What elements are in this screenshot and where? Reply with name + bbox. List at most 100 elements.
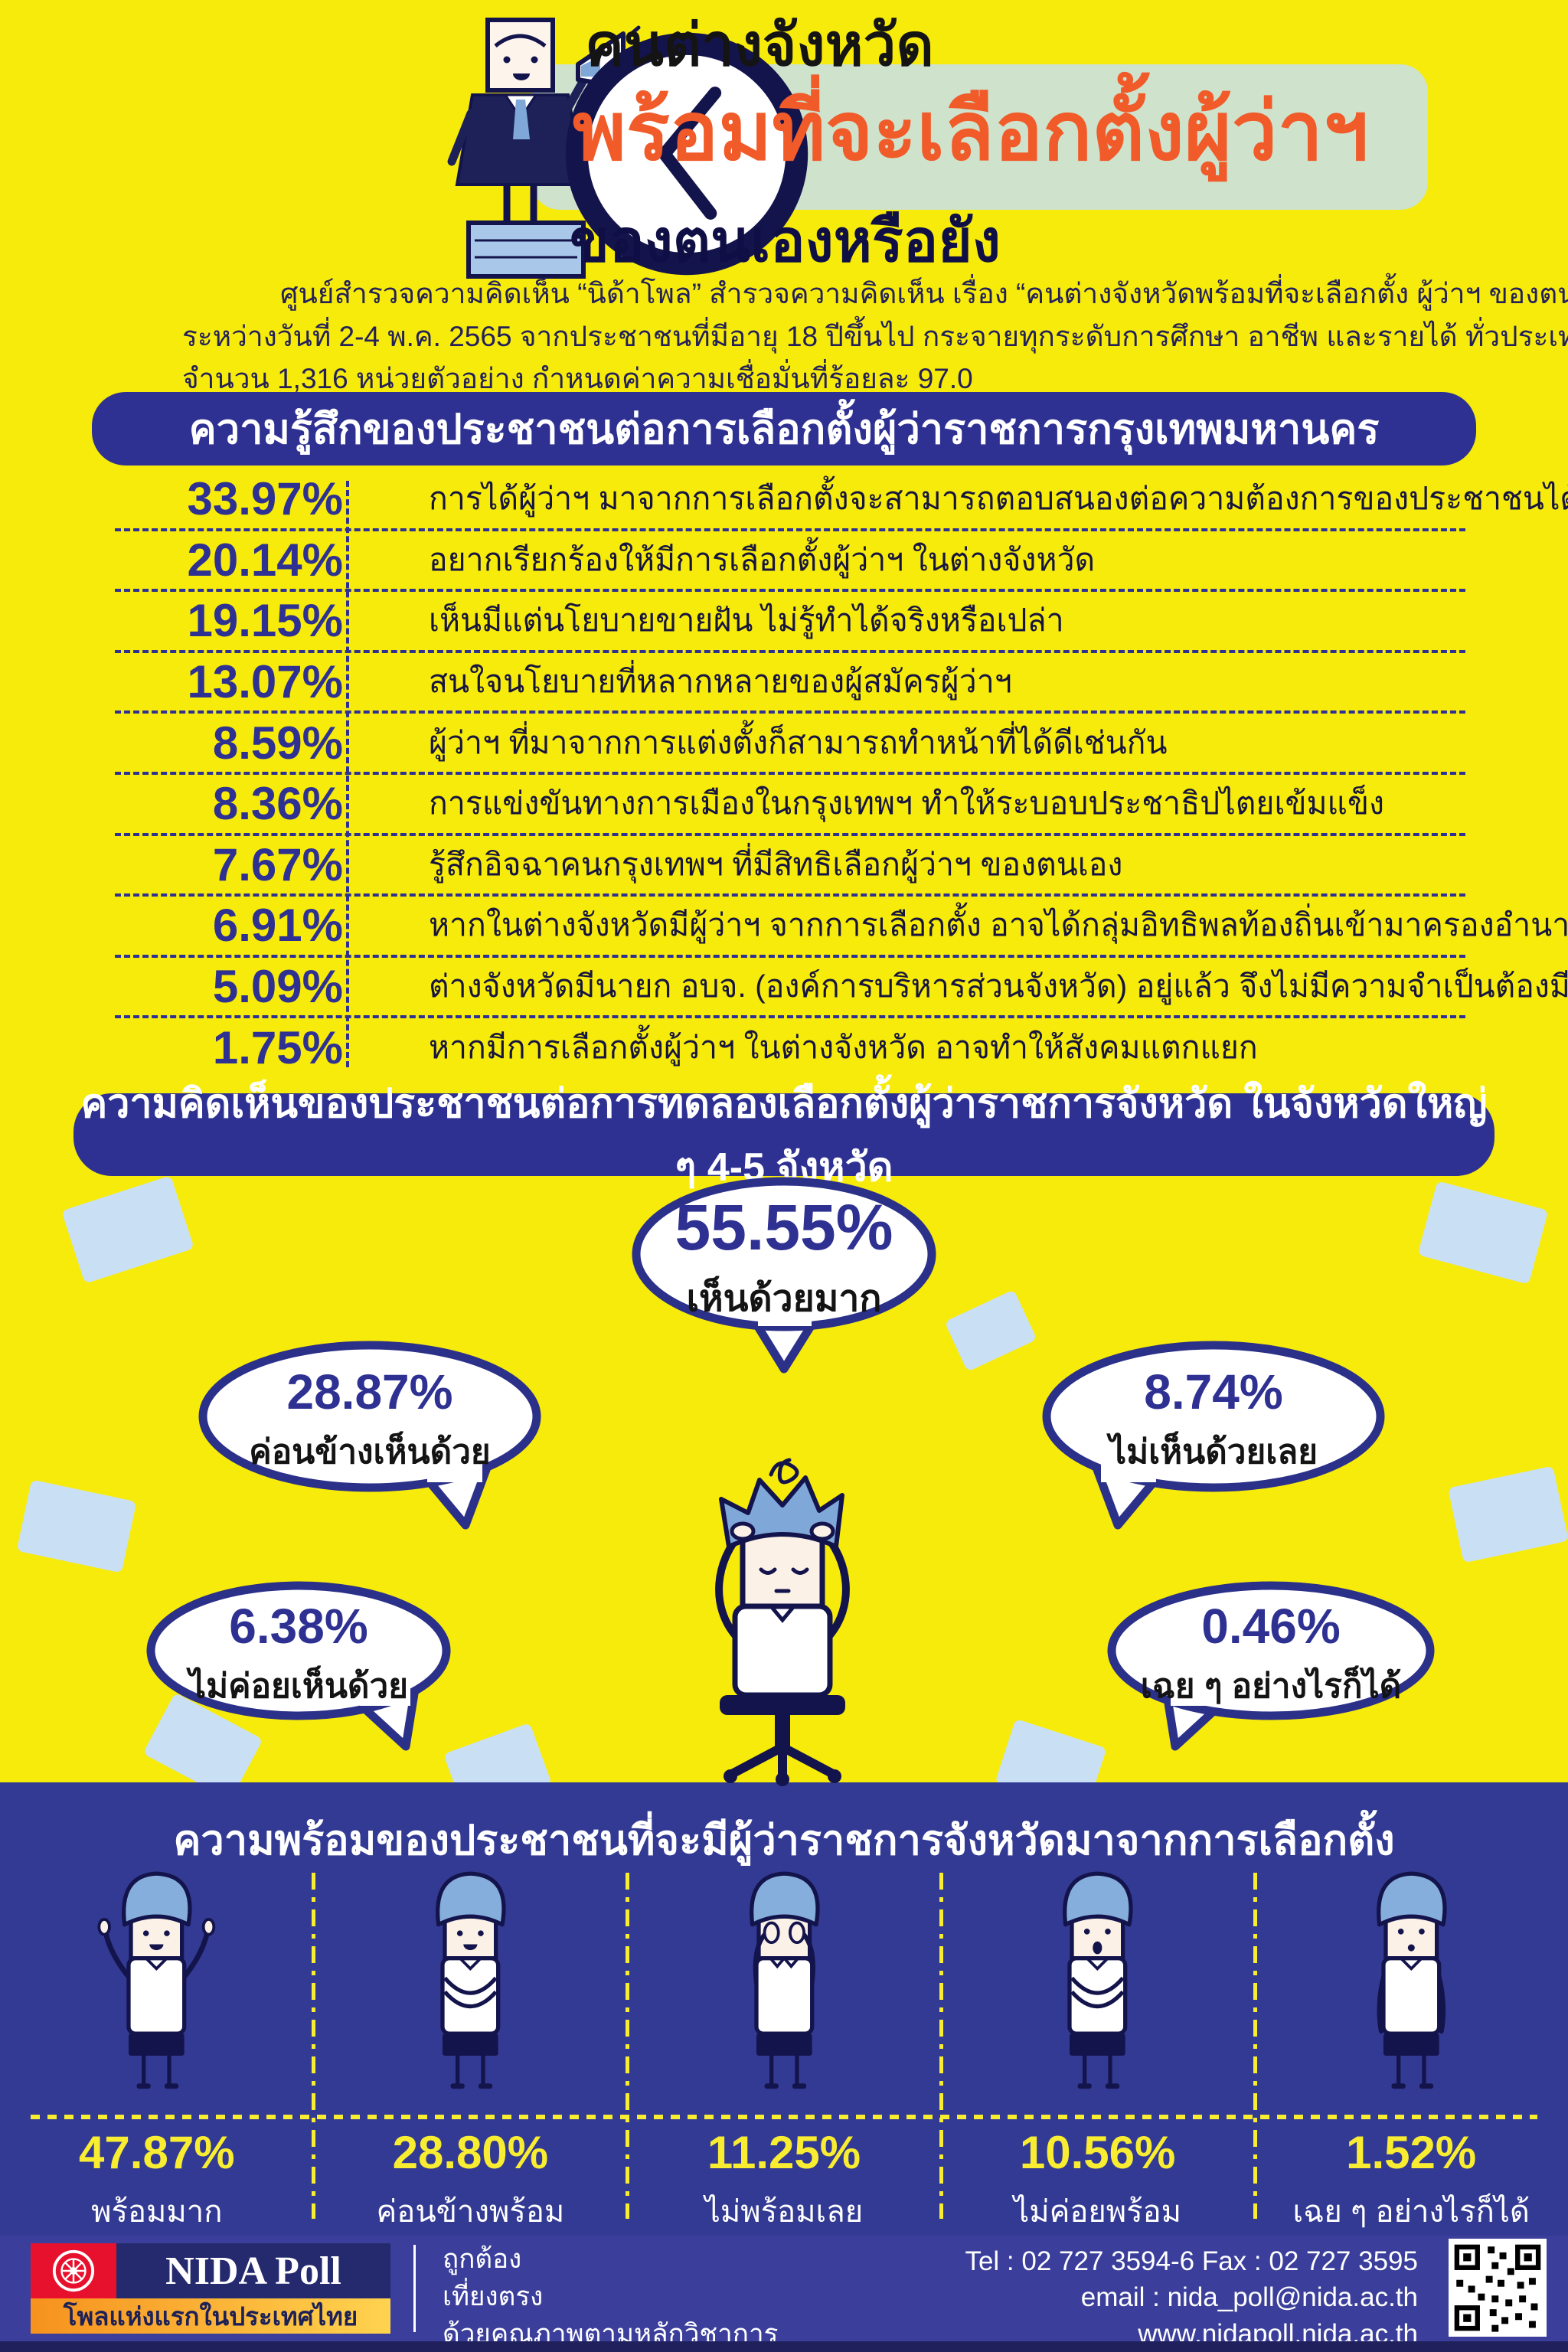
paper-decoration	[1448, 1465, 1568, 1563]
figure-shocked-icon	[1063, 1871, 1133, 2089]
row-value: 8.59%	[212, 717, 343, 769]
section1-title-band: ความรู้สึกของประชาชนต่อการเลือกตั้งผู้ว่…	[92, 392, 1476, 466]
percent-row: 13.07% สนใจนโยบายที่หลากหลายของผู้สมัครผ…	[115, 653, 1465, 714]
column-separator	[626, 1873, 629, 2219]
readiness-figures: 47.87% พร้อมมาก	[0, 1859, 1568, 2236]
row-value: 13.07%	[187, 656, 344, 708]
footer-divider	[413, 2245, 416, 2332]
survey-description-line1: ศูนย์สำรวจความคิดเห็น “นิด้าโพล” สำรวจคว…	[280, 278, 1568, 309]
confused-person-illustration	[715, 1458, 850, 1786]
paper-decoration	[944, 1289, 1037, 1372]
contact-phone: Tel : 02 727 3594-6 Fax : 02 727 3595	[965, 2246, 1418, 2276]
survey-description: ศูนย์สำรวจความคิดเห็น “นิด้าโพล” สำรวจคว…	[182, 273, 1568, 400]
figure-cheering-icon	[97, 1871, 216, 2089]
speech-bubble-somewhat-agree: 28.87% ค่อนข้างเห็นด้วย	[198, 1341, 542, 1530]
footer-motto: ถูกต้อง เที่ยงตรง ด้วยคุณภาพตามหลักวิชาก…	[443, 2240, 778, 2352]
speech-bubble-agree-strongly: 55.55% เห็นด้วยมาก	[631, 1177, 937, 1374]
bubble-value: 55.55%	[675, 1191, 893, 1263]
motto-line1: ถูกต้อง	[443, 2244, 522, 2274]
stat-column-indifferent: 1.52% เฉย ๆ อย่างไรก็ได้	[1254, 1859, 1568, 2236]
figure-arms-down-icon	[1376, 1871, 1447, 2089]
section1-rows: 33.97% การได้ผู้ว่าฯ มาจากการเลือกตั้งจะ…	[115, 470, 1568, 1076]
survey-description-line3: จำนวน 1,316 หน่วยตัวอย่าง กำหนดค่าความเช…	[182, 363, 973, 394]
speech-bubble-indifferent: 0.46% เฉย ๆ อย่างไรก็ได้	[1106, 1581, 1436, 1751]
section2-title-band: ความคิดเห็นของประชาชนต่อการทดลองเลือกตั้…	[74, 1082, 1494, 1190]
bubble-label: ค่อนข้างเห็นด้วย	[249, 1433, 491, 1471]
percent-row: 6.91% หากในต่างจังหวัดมีผู้ว่าฯ จากการเล…	[115, 897, 1568, 958]
stat-column-not-very-ready: 10.56% ไม่ค่อยพร้อม	[941, 1859, 1255, 2236]
percent-row: 20.14% อยากเรียกร้องให้มีการเลือกตั้งผู้…	[115, 531, 1465, 593]
bubble-value: 0.46%	[1201, 1599, 1341, 1654]
logo-title: NIDA Poll	[116, 2243, 390, 2298]
percent-row: 7.67% รู้สึกอิจฉาคนกรุงเทพฯ ที่มีสิทธิเล…	[115, 836, 1465, 897]
stats-separator-line	[31, 2115, 1537, 2119]
motto-line2: เที่ยงตรง	[443, 2282, 544, 2311]
stat-label: ค่อนข้างพร้อม	[376, 2195, 565, 2229]
column-separator	[939, 1873, 943, 2219]
row-label: หากในต่างจังหวัดมีผู้ว่าฯ จากการเลือกตั้…	[429, 907, 1568, 943]
bubble-value: 8.74%	[1144, 1364, 1283, 1419]
rows-divider-line	[346, 481, 349, 1067]
stat-column-not-ready-at-all: 11.25% ไม่พร้อมเลย	[627, 1859, 941, 2236]
percent-row: 19.15% เห็นมีแต่นโยบายขายฝัน ไม่รู้ทำได้…	[115, 592, 1465, 653]
footer-contact: Tel : 02 727 3594-6 Fax : 02 727 3595 em…	[965, 2243, 1418, 2352]
title-line-1: คนต่างจังหวัด	[585, 13, 934, 78]
speech-bubble-disagree-strongly: 8.74% ไม่เห็นด้วยเลย	[1041, 1341, 1386, 1530]
percent-row: 5.09% ต่างจังหวัดมีนายก อบจ. (องค์การบริ…	[115, 958, 1568, 1019]
stat-label: พร้อมมาก	[91, 2195, 223, 2229]
bubble-label: ไม่ค่อยเห็นด้วย	[189, 1668, 408, 1705]
bubble-label: เห็นด้วยมาก	[686, 1278, 882, 1319]
readiness-section: ความพร้อมของประชาชนที่จะมีผู้ว่าราชการจั…	[0, 1782, 1568, 2236]
stat-value: 1.52%	[1346, 2127, 1477, 2178]
row-value: 1.75%	[212, 1021, 343, 1073]
bubble-value: 28.87%	[286, 1364, 453, 1419]
footer-bottom-strip	[0, 2341, 1568, 2352]
row-label: สนใจนโยบายที่หลากหลายของผู้สมัครผู้ว่าฯ	[429, 664, 1012, 700]
nida-emblem-icon	[31, 2243, 116, 2298]
clock-icon	[565, 32, 808, 276]
row-label: การแข่งขันทางการเมืองในกรุงเทพฯ ทำให้ระบ…	[429, 786, 1384, 822]
stat-value: 11.25%	[707, 2127, 861, 2178]
stat-label: ไม่พร้อมเลย	[704, 2195, 864, 2229]
paper-decoration	[16, 1479, 137, 1573]
percent-row: 8.36% การแข่งขันทางการเมืองในกรุงเทพฯ ทำ…	[115, 775, 1465, 836]
stat-column-very-ready: 47.87% พร้อมมาก	[0, 1859, 314, 2236]
row-value: 19.15%	[187, 595, 344, 647]
stat-column-somewhat-ready: 28.80% ค่อนข้างพร้อม	[314, 1859, 628, 2236]
row-label: ผู้ว่าฯ ที่มาจากการแต่งตั้งก็สามารถทำหน้…	[429, 724, 1168, 760]
percent-row: 8.59% ผู้ว่าฯ ที่มาจากการแต่งตั้งก็สามาร…	[115, 714, 1465, 775]
row-value: 6.91%	[212, 900, 343, 952]
section3-title: ความพร้อมของประชาชนที่จะมีผู้ว่าราชการจั…	[173, 1818, 1395, 1864]
row-value: 20.14%	[187, 534, 344, 586]
stat-value: 47.87%	[79, 2127, 235, 2178]
column-separator	[1253, 1873, 1257, 2219]
speech-bubble-somewhat-disagree: 6.38% ไม่ค่อยเห็นด้วย	[145, 1581, 452, 1751]
logo-tagline: โพลแห่งแรกในประเทศไทย	[31, 2298, 390, 2334]
row-label: เห็นมีแต่นโยบายขายฝัน ไม่รู้ทำได้จริงหรื…	[429, 603, 1064, 639]
row-label: หากมีการเลือกตั้งผู้ว่าฯ ในต่างจังหวัด อ…	[429, 1029, 1258, 1065]
bubble-label: ไม่เห็นด้วยเลย	[1109, 1433, 1318, 1471]
percent-row: 33.97% การได้ผู้ว่าฯ มาจากการเลือกตั้งจะ…	[115, 470, 1568, 531]
survey-description-line2: ระหว่างวันที่ 2-4 พ.ค. 2565 จากประชาชนที…	[182, 320, 1568, 352]
row-label: รู้สึกอิจฉาคนกรุงเทพฯ ที่มีสิทธิเลือกผู้…	[429, 846, 1123, 882]
percent-row: 1.75% หากมีการเลือกตั้งผู้ว่าฯ ในต่างจัง…	[115, 1018, 1465, 1076]
title-line-3: ของตนเองหรือยัง	[570, 209, 1001, 274]
contact-email: email : nida_poll@nida.ac.th	[1080, 2282, 1418, 2313]
footer: NIDA Poll โพลแห่งแรกในประเทศไทย ถูกต้อง …	[0, 2236, 1568, 2349]
bubble-value: 6.38%	[229, 1599, 368, 1654]
figure-arms-crossed-icon	[436, 1871, 506, 2089]
stat-value: 28.80%	[392, 2127, 549, 2178]
nida-poll-logo: NIDA Poll โพลแห่งแรกในประเทศไทย	[31, 2243, 390, 2334]
row-label: ต่างจังหวัดมีนายก อบจ. (องค์การบริหารส่ว…	[429, 969, 1568, 1004]
column-separator	[312, 1873, 315, 2219]
qr-code-icon	[1449, 2239, 1547, 2337]
row-value: 5.09%	[212, 961, 343, 1013]
row-value: 33.97%	[187, 473, 344, 525]
row-label: การได้ผู้ว่าฯ มาจากการเลือกตั้งจะสามารถต…	[429, 481, 1568, 517]
row-label: อยากเรียกร้องให้มีการเลือกตั้งผู้ว่าฯ ใน…	[429, 541, 1096, 577]
row-value: 8.36%	[212, 778, 343, 830]
stat-value: 10.56%	[1019, 2127, 1176, 2178]
bubble-label: เฉย ๆ อย่างไรก็ได้	[1140, 1668, 1402, 1705]
figure-covering-eyes-icon	[749, 1871, 820, 2089]
stat-label: ไม่ค่อยพร้อม	[1014, 2195, 1182, 2229]
